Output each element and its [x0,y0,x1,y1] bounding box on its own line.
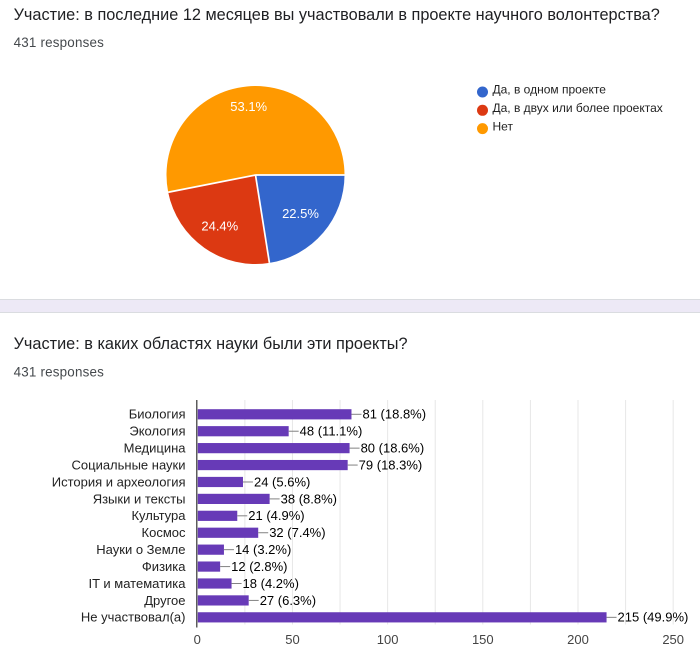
svg-text:Языки и тексты: Языки и тексты [93,491,186,506]
svg-text:IT и математика: IT и математика [88,576,186,591]
svg-text:Экология: Экология [129,424,185,439]
svg-text:79 (18.3%): 79 (18.3%) [359,457,423,472]
svg-text:22.5%: 22.5% [282,206,319,221]
svg-text:48 (11.1%): 48 (11.1%) [300,424,363,439]
svg-text:Да, в двух или более проектах: Да, в двух или более проектах [493,101,663,115]
svg-text:14 (3.2%): 14 (3.2%) [235,542,291,557]
svg-text:История и археология: История и археология [52,474,186,489]
svg-text:Культура: Культура [131,508,186,523]
svg-text:Медицина: Медицина [124,441,187,456]
svg-text:Науки о Земле: Науки о Земле [96,542,185,557]
svg-text:150: 150 [472,632,494,647]
svg-text:Нет: Нет [493,119,514,133]
svg-text:32 (7.4%): 32 (7.4%) [269,525,325,540]
svg-text:27 (6.3%): 27 (6.3%) [260,593,316,608]
svg-text:431 responses: 431 responses [14,35,105,50]
svg-text:Участие: в каких областях наук: Участие: в каких областях науки были эти… [14,335,408,353]
svg-text:Космос: Космос [142,525,186,540]
svg-text:18 (4.2%): 18 (4.2%) [243,576,299,591]
svg-text:215 (49.9%): 215 (49.9%) [618,610,689,625]
svg-text:Участие: в последние 12 месяце: Участие: в последние 12 месяцев вы участ… [14,6,660,24]
svg-text:24 (5.6%): 24 (5.6%) [254,474,310,489]
svg-text:100: 100 [377,632,399,647]
svg-text:Физика: Физика [142,559,186,574]
svg-text:38 (8.8%): 38 (8.8%) [281,491,337,506]
svg-text:53.1%: 53.1% [230,99,267,114]
svg-text:50: 50 [285,632,299,647]
svg-text:Не участвовал(а): Не участвовал(а) [81,610,186,625]
svg-text:12 (2.8%): 12 (2.8%) [231,559,287,574]
svg-text:Биология: Биология [129,407,186,422]
svg-text:Социальные науки: Социальные науки [72,457,186,472]
svg-text:0: 0 [194,632,201,647]
svg-text:24.4%: 24.4% [201,218,238,233]
svg-text:Да, в одном проекте: Да, в одном проекте [493,83,607,97]
svg-text:250: 250 [662,632,684,647]
svg-text:80 (18.6%): 80 (18.6%) [361,441,425,456]
svg-text:81 (18.8%): 81 (18.8%) [362,407,426,422]
svg-text:200: 200 [567,632,589,647]
svg-text:431 responses: 431 responses [14,364,105,379]
svg-text:21 (4.9%): 21 (4.9%) [248,508,304,523]
svg-text:Другое: Другое [144,593,185,608]
